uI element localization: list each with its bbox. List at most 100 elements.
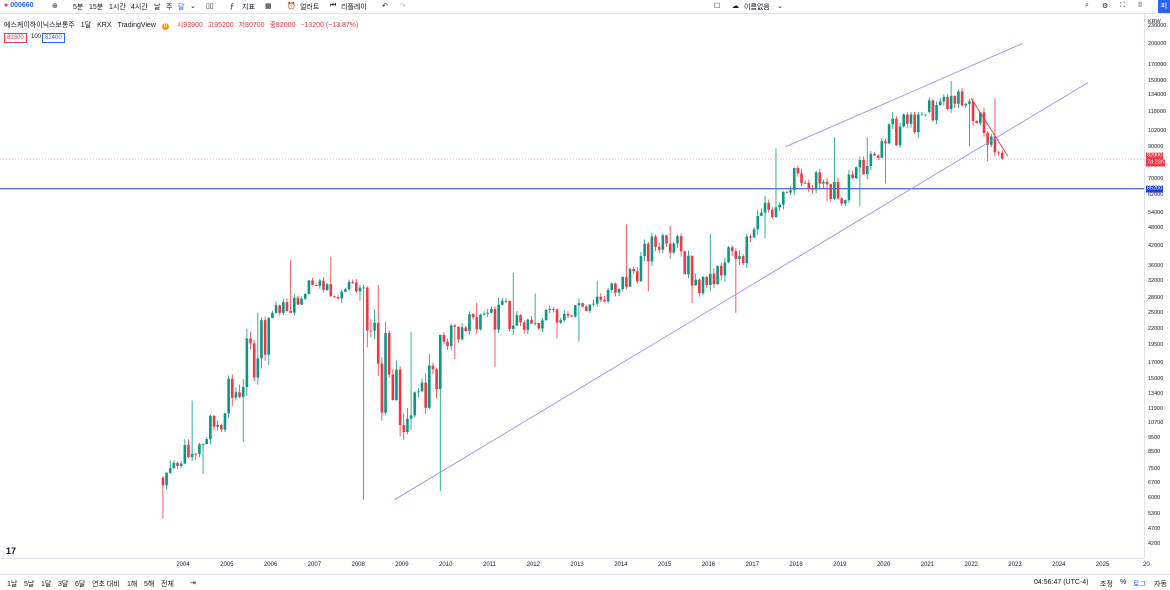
publish-button[interactable]: 퍼: [1158, 0, 1170, 13]
candle-body: [639, 256, 643, 282]
x-tick-label: 2019: [833, 562, 847, 568]
candle-body: [314, 284, 318, 286]
candle-body: [252, 343, 256, 378]
indicators-icon[interactable]: ⨍: [230, 3, 234, 10]
add-symbol-icon[interactable]: ⊕: [52, 3, 58, 10]
time-axis[interactable]: 2004 2005 2006 2007 2008 2009 2010 2011 2012 2013…: [0, 558, 1150, 573]
symbol-search[interactable]: ● 000660: [4, 2, 34, 9]
chevron-down-icon[interactable]: ⌄: [190, 3, 196, 10]
camera-icon[interactable]: ⌷: [1138, 2, 1143, 9]
candle-body: [854, 167, 858, 179]
y-tick-label: 6700: [1148, 480, 1161, 487]
y-tick-label: 90000: [1148, 143, 1164, 150]
range-ytd[interactable]: 연초 대비: [92, 581, 120, 588]
candle-body: [617, 289, 621, 293]
range-5d[interactable]: 5날: [24, 581, 35, 588]
range-6m[interactable]: 6달: [75, 581, 86, 588]
x-tick-label: 2024: [1052, 562, 1066, 568]
replay-icon[interactable]: ⏮: [330, 2, 337, 9]
interval-week[interactable]: 주: [166, 4, 173, 11]
price-chart[interactable]: [0, 14, 1144, 558]
range-1d[interactable]: 1날: [7, 581, 18, 588]
range-3m[interactable]: 3달: [58, 581, 69, 588]
y-tick-label: 11900: [1148, 405, 1163, 412]
candle-body: [376, 322, 380, 364]
interval-day[interactable]: 날: [154, 4, 161, 11]
y-tick-label: 6000: [1148, 494, 1161, 501]
percent-toggle[interactable]: %: [1120, 579, 1127, 586]
goto-date-icon[interactable]: ⇥: [190, 580, 196, 587]
candle-body: [949, 95, 953, 110]
candle-body: [927, 100, 931, 112]
log-toggle[interactable]: 로그: [1133, 581, 1146, 588]
range-5y[interactable]: 5해: [144, 581, 155, 588]
range-all[interactable]: 전체: [161, 581, 174, 588]
layout-name[interactable]: 이름없음: [744, 4, 770, 11]
candle-body: [479, 314, 482, 330]
candle-body: [307, 280, 311, 295]
search-icon[interactable]: ⌕: [1085, 2, 1089, 9]
candle-body: [511, 325, 515, 329]
clock-time[interactable]: 04:56:47 (UTC-4): [1034, 579, 1089, 586]
fullscreen-icon[interactable]: ⛶: [1120, 2, 1125, 9]
candle-body: [676, 236, 679, 244]
layout-grid-icon[interactable]: ▦: [265, 3, 272, 10]
order-qty[interactable]: 100: [31, 34, 42, 40]
candle-body: [537, 322, 541, 329]
replay-button[interactable]: 리플레이: [341, 4, 367, 11]
candle-body: [781, 191, 785, 205]
range-1y[interactable]: 1해: [127, 581, 138, 588]
candle-body: [679, 236, 683, 252]
candle-body: [267, 318, 271, 355]
candle-body: [260, 320, 263, 359]
auto-toggle[interactable]: 자동: [1154, 581, 1167, 588]
legend-symbol-name[interactable]: 에스케이하이닉스보통주: [4, 22, 75, 29]
candle-body: [792, 168, 796, 191]
candle-body: [953, 95, 957, 104]
interval-4h[interactable]: 4시간: [131, 4, 148, 11]
candle-body: [982, 112, 986, 133]
interval-5m[interactable]: 5분: [73, 4, 84, 11]
undo-icon[interactable]: ↶: [382, 3, 388, 10]
candle-body: [778, 204, 781, 208]
range-1m[interactable]: 1달: [41, 581, 52, 588]
trendline-2: [784, 43, 1023, 148]
trendline-3: [970, 98, 1009, 157]
cloud-icon: ☁: [732, 3, 739, 10]
alert-icon[interactable]: ⏰: [287, 3, 296, 10]
candle-body: [285, 302, 289, 311]
candle-body: [519, 315, 522, 323]
candle-style-icon[interactable]: ▯▯: [206, 3, 214, 10]
legend-close: 종82000: [269, 22, 296, 29]
chevron-down-icon[interactable]: ⌄: [777, 3, 783, 10]
candle-body: [205, 439, 209, 445]
gear-icon[interactable]: ⚙: [1102, 3, 1109, 10]
adjust-toggle[interactable]: 조정: [1100, 581, 1113, 588]
indicators-button[interactable]: 지표: [242, 4, 255, 11]
buy-price-box[interactable]: 82400: [42, 33, 65, 43]
candle-body: [807, 182, 811, 189]
checkbox-icon[interactable]: ☐: [714, 3, 721, 10]
candle-body: [526, 319, 530, 330]
interval-month[interactable]: 달: [178, 4, 185, 11]
sell-price-box[interactable]: 82300: [4, 33, 27, 43]
interval-1h[interactable]: 1시간: [109, 4, 126, 11]
candle-body: [763, 202, 767, 213]
interval-15m[interactable]: 15분: [89, 4, 104, 11]
legend-open: 시93900: [176, 22, 203, 29]
candle-body: [497, 304, 500, 330]
alert-button[interactable]: 얼러트: [300, 4, 320, 11]
candle-body: [373, 322, 376, 331]
candle-body: [566, 313, 570, 316]
candle-body: [563, 313, 566, 321]
candle-body: [241, 386, 245, 397]
price-axis[interactable]: KRW 230000 200000 170000 150000 134000 118000…: [1144, 14, 1170, 558]
y-tick-label: 4200: [1148, 540, 1161, 547]
candle-body: [657, 246, 661, 250]
y-tick-label: 62000: [1148, 192, 1164, 199]
candle-body: [687, 255, 690, 275]
redo-icon[interactable]: ↷: [400, 3, 406, 10]
candle-body: [858, 159, 862, 168]
legend-exchange: KRX: [97, 22, 112, 29]
candle-body: [216, 424, 219, 427]
